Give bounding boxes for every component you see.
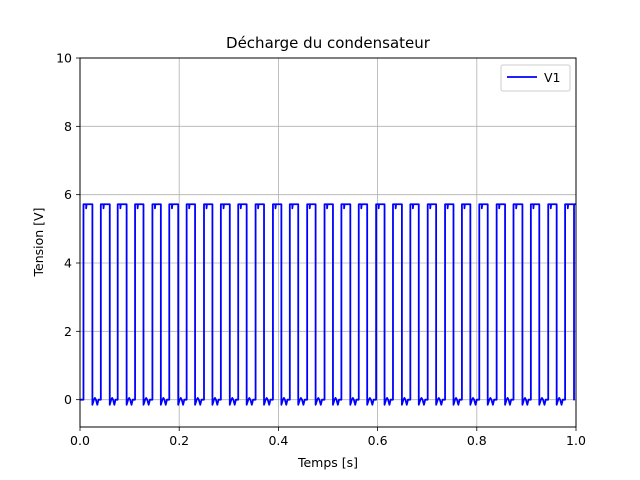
chart-title: Décharge du condensateur — [226, 34, 431, 52]
legend-box — [500, 64, 571, 92]
y-tick-label: 0 — [64, 392, 72, 407]
y-tick-label: 2 — [64, 324, 72, 339]
y-tick-label: 4 — [64, 256, 72, 271]
x-tick-label: 0.2 — [169, 433, 189, 448]
x-tick-label: 0.6 — [368, 433, 388, 448]
y-tick-label: 8 — [64, 119, 72, 134]
grid — [79, 57, 577, 427]
x-tick-label: 0.8 — [467, 433, 487, 448]
x-tick-label: 1.0 — [566, 433, 586, 448]
y-tick-label: 6 — [64, 187, 72, 202]
y-tick-label: 10 — [56, 51, 72, 66]
series-line-v1 — [80, 203, 576, 406]
y-axis-label: Tension [V] — [31, 208, 46, 278]
x-tick-label: 0.0 — [70, 433, 90, 448]
series-layer — [80, 203, 576, 406]
ticks: 0.0 0.2 0.4 0.6 0.8 1.0 0 2 4 6 8 10 — [56, 51, 586, 449]
legend-label: V1 — [544, 70, 561, 85]
plot-frame — [79, 57, 577, 428]
x-axis-label: Temps [s] — [297, 455, 358, 470]
x-tick-label: 0.4 — [268, 433, 288, 448]
legend: V1 — [500, 64, 571, 92]
